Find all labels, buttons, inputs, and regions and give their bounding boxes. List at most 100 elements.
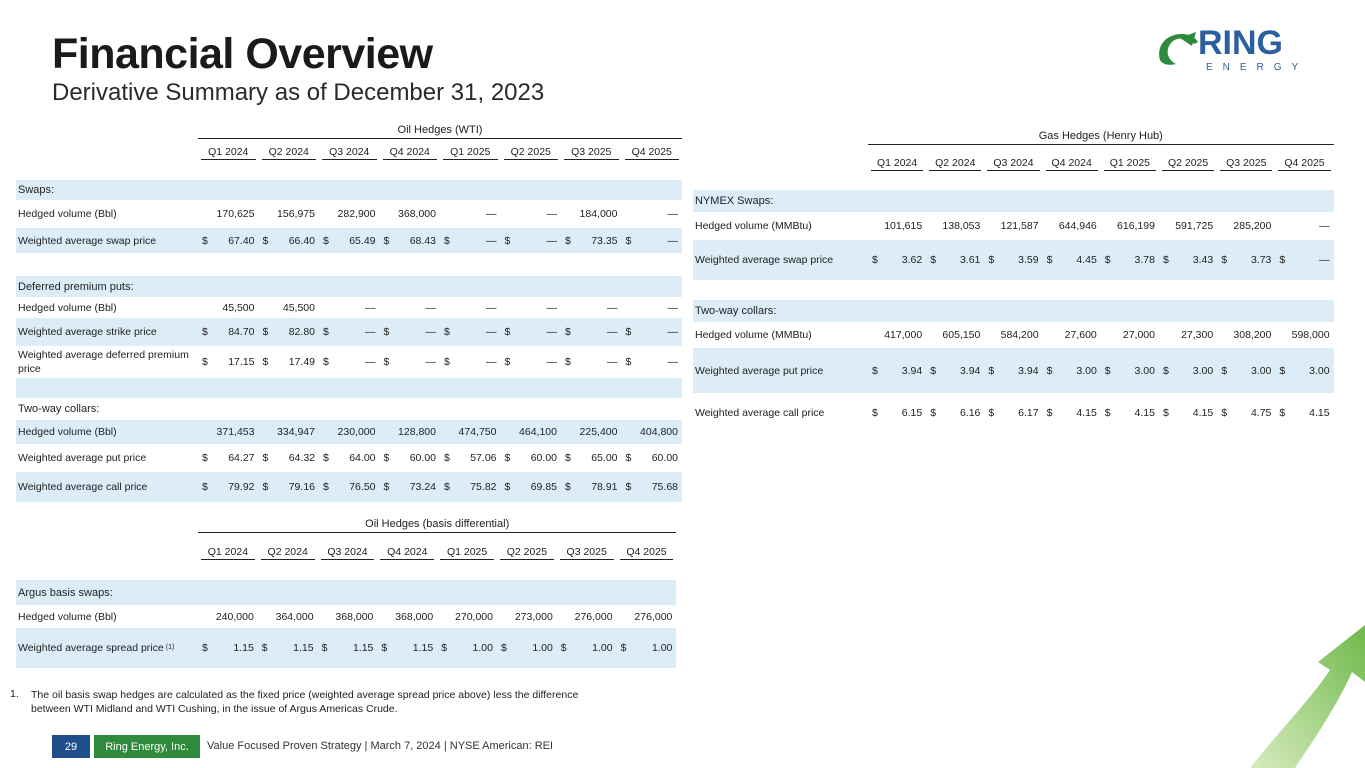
value: 73.24 [409, 481, 436, 493]
column-header: Q1 2025 [440, 546, 494, 560]
value: — [365, 301, 376, 314]
currency: $ [202, 356, 208, 368]
value-cell: — [561, 297, 622, 318]
value: 371,453 [216, 426, 255, 438]
value: — [546, 301, 558, 314]
value: — [425, 326, 437, 338]
value: 3.94 [959, 364, 981, 377]
currency: $ [1279, 364, 1286, 377]
value-cell: $ — [380, 318, 441, 346]
value: 1.00 [532, 642, 553, 654]
currency: $ [625, 326, 632, 338]
row-label: Weighted average strike price [18, 318, 196, 346]
value-cell: $4.15 [1275, 393, 1333, 432]
value: 4.15 [1076, 406, 1097, 419]
value: — [486, 234, 497, 247]
value: 45,500 [282, 301, 315, 314]
column-header: Q3 2024 [322, 146, 377, 160]
value: 3.62 [901, 254, 923, 266]
column-header: Q3 2024 [320, 546, 375, 560]
value-cell: $ — [319, 318, 380, 346]
currency: $ [930, 406, 937, 419]
value-cell: 276,000 [617, 605, 677, 628]
section-label: NYMEX Swaps: [695, 195, 774, 207]
value-cell: $3.94 [926, 348, 984, 393]
subtitle: Derivative Summary as of December 31, 20… [52, 79, 545, 106]
value-cell: $3.00 [1217, 348, 1275, 393]
value-cell: 45,500 [198, 297, 259, 318]
value-cell: $ — [501, 318, 562, 346]
row-label-text: Hedged volume (MMBtu) [695, 220, 812, 232]
currency: $ [202, 642, 208, 654]
currency: $ [1279, 254, 1286, 266]
arrow-graphic [1250, 625, 1365, 768]
value-cell: 404,800 [622, 420, 683, 444]
value-cell: 368,000 [380, 200, 441, 228]
row-band [16, 472, 682, 502]
value: 82.80 [288, 326, 315, 338]
value: — [667, 326, 679, 338]
value: 156,975 [277, 208, 315, 220]
value-cell: $ — [501, 346, 562, 378]
row-label: Hedged volume (Bbl) [18, 297, 196, 318]
value: 65.49 [349, 234, 376, 247]
column-header: Q1 2024 [201, 546, 255, 560]
value: 464,100 [519, 426, 557, 438]
value: 1.15 [233, 642, 254, 654]
row-space [16, 253, 682, 276]
value-cell: $69.85 [501, 472, 562, 502]
value-cell: $1.15 [258, 628, 318, 668]
value: 27,000 [1122, 329, 1155, 341]
value-cell: $3.78 [1101, 240, 1159, 280]
value-cell: $60.00 [501, 444, 562, 472]
value-cell: $1.00 [437, 628, 497, 668]
value-cell: $57.06 [440, 444, 501, 472]
value: 6.17 [1018, 406, 1039, 419]
column-header: Q2 2025 [503, 146, 558, 160]
row-label: Weighted average put price [695, 348, 866, 393]
currency: $ [504, 452, 511, 464]
value-cell: 240,000 [198, 605, 258, 628]
value-cell: 334,947 [259, 420, 320, 444]
currency: $ [383, 481, 390, 493]
value-cell: 644,946 [1043, 212, 1101, 240]
column-header: Q3 2025 [564, 146, 619, 160]
column-header: Q4 2025 [624, 146, 679, 160]
value-cell: $4.15 [1101, 393, 1159, 432]
row-label: Weighted average spread price (1) [18, 628, 196, 668]
value: 3.94 [901, 364, 923, 377]
row-label: Hedged volume (Bbl) [18, 605, 196, 628]
value: 3.00 [1134, 364, 1155, 377]
currency: $ [625, 481, 632, 493]
currency: $ [323, 452, 329, 464]
value: 3.00 [1250, 364, 1272, 377]
value: 368,000 [335, 610, 374, 623]
value-cell: $3.94 [984, 348, 1042, 393]
currency: $ [504, 326, 511, 338]
value-cell: $73.24 [380, 472, 441, 502]
value: 368,000 [395, 610, 434, 623]
currency: $ [444, 452, 450, 464]
value: 65.00 [591, 452, 618, 464]
value-cell: $ — [1275, 240, 1333, 280]
column-header: Q1 2025 [1103, 157, 1156, 171]
currency: $ [202, 452, 208, 464]
value-cell: $6.17 [984, 393, 1042, 432]
value-cell: 364,000 [258, 605, 318, 628]
value-cell: — [622, 200, 683, 228]
value: 4.45 [1076, 254, 1097, 266]
currency: $ [262, 356, 269, 368]
row-label: Weighted average put price [18, 444, 196, 472]
value: 45,500 [222, 301, 255, 314]
currency: $ [1163, 406, 1169, 419]
currency: $ [261, 642, 268, 654]
value-cell: $78.91 [561, 472, 622, 502]
value-cell: $ — [501, 228, 562, 253]
column-header: Q2 2025 [1162, 157, 1215, 171]
value-cell: $82.80 [259, 318, 320, 346]
table-title: Oil Hedges (basis differential) [198, 518, 677, 533]
section-label: Two-way collars: [18, 403, 100, 415]
value: 3.61 [959, 254, 981, 266]
value: 3.00 [1309, 364, 1330, 377]
